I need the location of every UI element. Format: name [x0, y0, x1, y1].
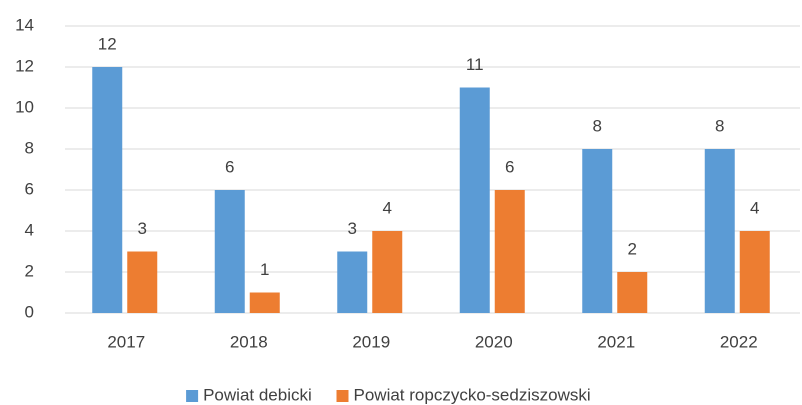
bar — [459, 87, 490, 313]
data-label: 8 — [593, 116, 602, 135]
data-label: 4 — [750, 198, 759, 217]
y-tick-label: 10 — [15, 97, 34, 116]
data-label: 8 — [715, 116, 724, 135]
legend-swatch — [186, 390, 199, 402]
legend-label: Powiat debicki — [203, 385, 312, 404]
x-tick-label: 2021 — [597, 332, 635, 351]
bar — [739, 231, 770, 313]
bar — [617, 272, 648, 313]
bar — [372, 231, 403, 313]
y-tick-label: 8 — [25, 138, 34, 157]
bar — [337, 251, 368, 313]
bar — [582, 149, 613, 313]
data-label: 3 — [348, 219, 357, 238]
data-label: 1 — [260, 260, 269, 279]
x-tick-label: 2018 — [230, 332, 268, 351]
y-tick-label: 6 — [25, 179, 34, 198]
y-tick-label: 2 — [25, 261, 34, 280]
data-label: 6 — [225, 157, 234, 176]
data-label: 11 — [466, 55, 484, 74]
y-tick-label: 4 — [25, 220, 34, 239]
data-label: 2 — [628, 239, 637, 258]
bar — [214, 190, 245, 313]
x-tick-label: 2020 — [475, 332, 513, 351]
y-tick-label: 12 — [15, 56, 34, 75]
y-tick-label: 14 — [15, 15, 34, 34]
data-label: 3 — [138, 219, 147, 238]
bar — [127, 251, 158, 313]
data-label: 4 — [383, 198, 392, 217]
legend-swatch — [336, 390, 349, 402]
bar — [92, 67, 123, 313]
x-tick-label: 2022 — [720, 332, 758, 351]
legend-label: Powiat ropczycko-sedziszowski — [354, 385, 591, 404]
bar — [249, 292, 280, 313]
bar — [494, 190, 525, 313]
data-label: 12 — [98, 34, 117, 53]
data-label: 6 — [505, 157, 514, 176]
y-tick-label: 0 — [25, 302, 34, 321]
x-tick-label: 2019 — [352, 332, 390, 351]
x-tick-label: 2017 — [107, 332, 145, 351]
bar — [704, 149, 735, 313]
